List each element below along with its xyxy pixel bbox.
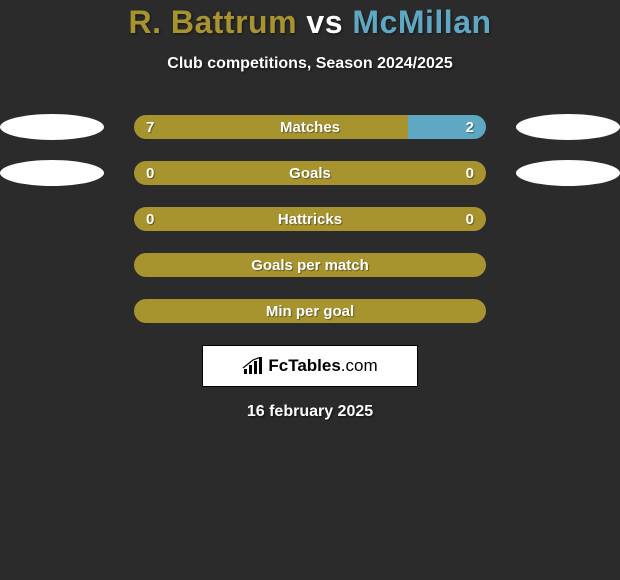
- brand-box: FcTables.com: [202, 345, 418, 387]
- subtitle: Club competitions, Season 2024/2025: [0, 55, 620, 73]
- player1-badge: [0, 160, 104, 186]
- stat-bar: Min per goal: [134, 299, 486, 323]
- stat-row: 72Matches: [0, 115, 620, 139]
- stat-bar: Goals per match: [134, 253, 486, 277]
- player2-badge: [516, 114, 620, 140]
- stat-row: Goals per match: [0, 253, 620, 277]
- player2-badge: [516, 160, 620, 186]
- player1-badge: [0, 114, 104, 140]
- brand-bold: FcTables: [268, 356, 340, 375]
- stat-bar: 00Goals: [134, 161, 486, 185]
- stat-label: Goals: [134, 161, 486, 185]
- chart-icon: [242, 357, 264, 375]
- player2-name: McMillan: [352, 4, 491, 40]
- stat-row: Min per goal: [0, 299, 620, 323]
- stat-label: Min per goal: [134, 299, 486, 323]
- date-text: 16 february 2025: [0, 403, 620, 421]
- stat-row: 00Hattricks: [0, 207, 620, 231]
- stat-row: 00Goals: [0, 161, 620, 185]
- stat-rows: 72Matches 00Goals 00Hattricks Goals per mat…: [0, 115, 620, 323]
- comparison-infographic: R. Battrum vs McMillan Club competitions…: [0, 0, 620, 421]
- stat-label: Matches: [134, 115, 486, 139]
- vs-text: vs: [306, 4, 343, 40]
- stat-bar: 00Hattricks: [134, 207, 486, 231]
- stat-label: Hattricks: [134, 207, 486, 231]
- brand-name: FcTables.com: [268, 356, 377, 376]
- player1-name: R. Battrum: [128, 4, 297, 40]
- stat-label: Goals per match: [134, 253, 486, 277]
- stat-bar: 72Matches: [134, 115, 486, 139]
- page-title: R. Battrum vs McMillan: [0, 4, 620, 41]
- brand-light: .com: [341, 356, 378, 375]
